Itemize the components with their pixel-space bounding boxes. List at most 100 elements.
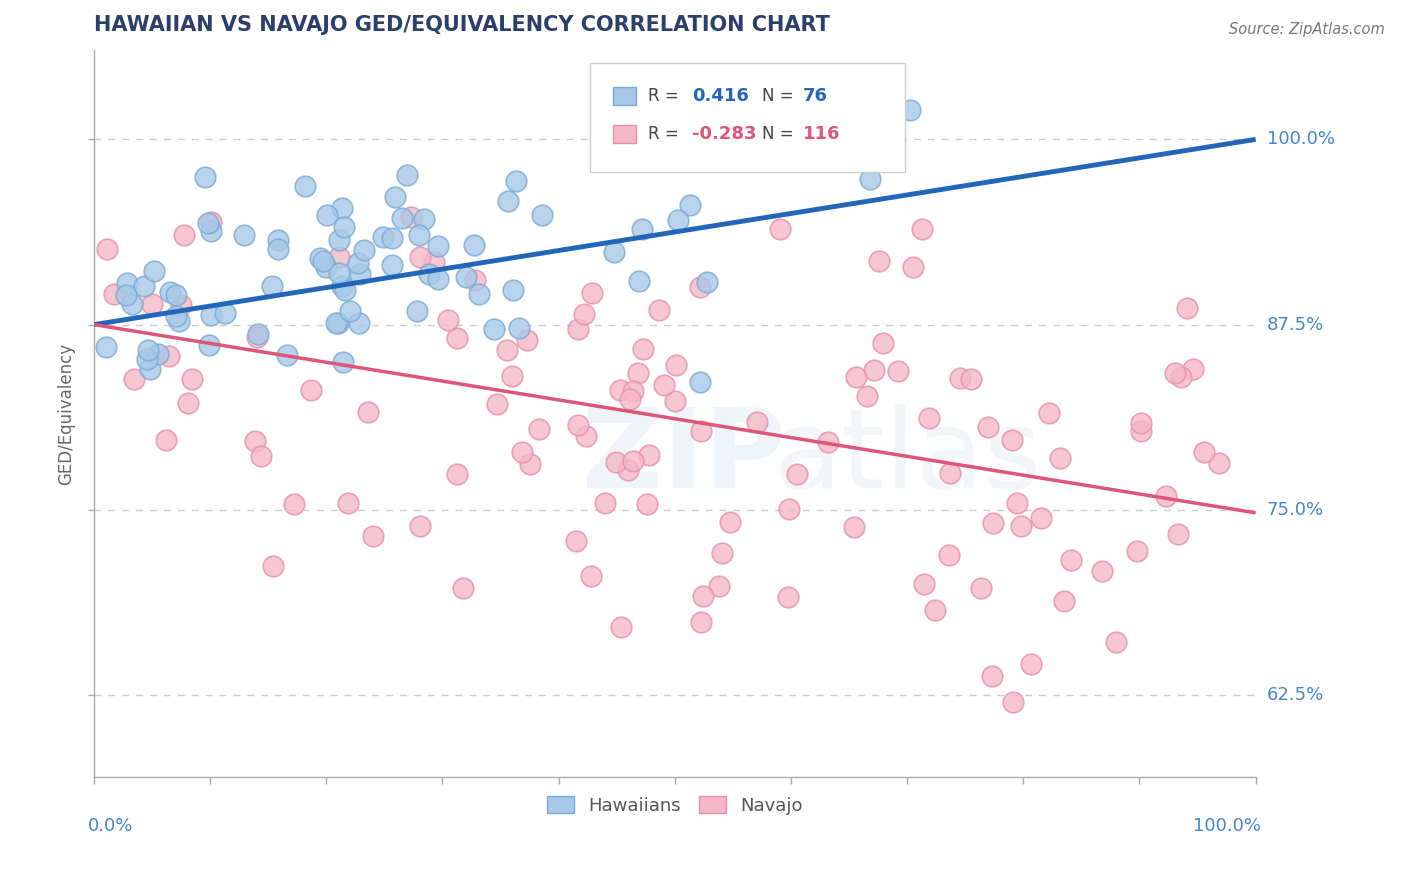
Point xyxy=(464,272,486,286)
Point xyxy=(747,415,769,429)
Text: ZIP: ZIP xyxy=(582,403,785,510)
Point xyxy=(844,370,866,384)
Point xyxy=(409,250,432,264)
Point xyxy=(436,312,458,326)
Point xyxy=(328,233,350,247)
Point xyxy=(246,329,269,343)
Point xyxy=(200,224,222,238)
Legend: Hawaiians, Navajo: Hawaiians, Navajo xyxy=(540,789,810,822)
Point xyxy=(1049,450,1071,465)
Point xyxy=(283,497,305,511)
Point xyxy=(690,425,713,439)
Point xyxy=(181,371,204,385)
Point xyxy=(176,396,198,410)
Point xyxy=(689,615,711,630)
Point xyxy=(197,216,219,230)
Point xyxy=(510,445,533,459)
Point xyxy=(1029,511,1052,525)
Point xyxy=(769,222,792,236)
Point xyxy=(621,454,644,468)
Point xyxy=(122,372,145,386)
FancyBboxPatch shape xyxy=(591,62,905,172)
Text: 100.0%: 100.0% xyxy=(1194,816,1261,835)
Point xyxy=(159,285,181,299)
Point xyxy=(1001,695,1024,709)
Text: 116: 116 xyxy=(803,125,839,143)
Point xyxy=(969,581,991,595)
Point xyxy=(609,383,631,397)
Point xyxy=(983,516,1005,530)
Point xyxy=(605,455,627,469)
Point xyxy=(621,384,644,398)
Point xyxy=(262,559,284,574)
Point xyxy=(778,591,800,605)
Point xyxy=(858,171,880,186)
Point xyxy=(1001,433,1024,447)
Point xyxy=(665,358,688,372)
Point xyxy=(325,316,347,330)
Point xyxy=(516,333,538,347)
Point xyxy=(328,266,350,280)
Point xyxy=(463,238,485,252)
Point xyxy=(617,463,640,477)
Point xyxy=(1208,456,1230,470)
Point xyxy=(603,245,626,260)
Point xyxy=(328,250,350,264)
Point xyxy=(243,434,266,448)
Point xyxy=(198,338,221,352)
Point xyxy=(593,496,616,510)
Point xyxy=(347,256,370,270)
Point xyxy=(496,343,519,357)
Point xyxy=(619,392,641,406)
Point xyxy=(1170,370,1192,384)
Point xyxy=(502,283,524,297)
Point xyxy=(914,577,936,591)
Point xyxy=(575,428,598,442)
Point xyxy=(572,307,595,321)
Text: 87.5%: 87.5% xyxy=(1267,316,1324,334)
Text: 0.416: 0.416 xyxy=(692,87,749,105)
Point xyxy=(718,515,741,529)
Text: 100.0%: 100.0% xyxy=(1267,130,1334,148)
Point xyxy=(627,366,650,380)
Point xyxy=(391,211,413,225)
Point xyxy=(652,378,675,392)
Y-axis label: GED/Equivalency: GED/Equivalency xyxy=(58,343,75,484)
Point xyxy=(581,285,603,300)
Point xyxy=(1091,564,1114,578)
Point xyxy=(1019,657,1042,671)
Point xyxy=(308,251,330,265)
Text: -0.283: -0.283 xyxy=(692,125,756,143)
Point xyxy=(482,322,505,336)
Text: Source: ZipAtlas.com: Source: ZipAtlas.com xyxy=(1229,22,1385,37)
Point xyxy=(167,314,190,328)
Point xyxy=(980,669,1002,683)
Point xyxy=(638,448,661,462)
Point xyxy=(250,449,273,463)
Point xyxy=(813,120,835,134)
Point xyxy=(384,190,406,204)
Point xyxy=(276,348,298,362)
Point xyxy=(710,546,733,560)
Point xyxy=(141,296,163,310)
Text: HAWAIIAN VS NAVAJO GED/EQUIVALENCY CORRELATION CHART: HAWAIIAN VS NAVAJO GED/EQUIVALENCY CORRE… xyxy=(94,15,830,35)
Point xyxy=(664,394,686,409)
Text: R =: R = xyxy=(648,125,685,143)
Point xyxy=(399,211,422,225)
Point xyxy=(564,533,586,548)
Point xyxy=(409,519,432,533)
Point xyxy=(361,529,384,543)
Point xyxy=(636,497,658,511)
Point xyxy=(689,280,711,294)
Point xyxy=(692,589,714,603)
Point xyxy=(446,467,468,482)
Point xyxy=(349,268,371,282)
Point xyxy=(1129,417,1152,431)
Point xyxy=(396,168,419,182)
Point xyxy=(94,340,117,354)
Point xyxy=(977,419,1000,434)
Point xyxy=(371,230,394,244)
Point xyxy=(413,212,436,227)
Point xyxy=(426,272,449,286)
Point xyxy=(146,347,169,361)
